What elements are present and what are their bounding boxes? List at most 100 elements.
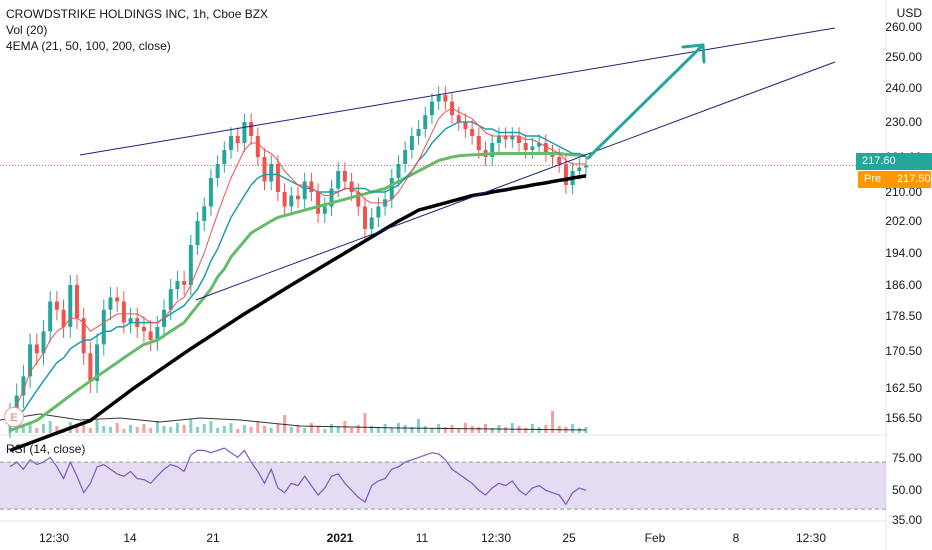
price-tick-label: 202.00 [885,214,922,228]
candle-body [54,301,59,310]
lower-trendline [195,61,836,301]
candle-body [543,143,548,154]
volume-bar [504,427,508,433]
candle-body [584,165,588,168]
candle-body [175,281,180,290]
candle-body [322,206,327,214]
candle-body [28,344,33,377]
time-tick-label: 2021 [327,531,354,545]
earnings-icon[interactable]: E [4,407,24,427]
volume-bar [457,429,461,433]
drawings[interactable] [0,27,886,301]
time-tick-label: Feb [645,531,666,545]
ema-legend[interactable]: 4EMA (21, 50, 100, 200, close) [6,39,171,53]
volume-bar [356,425,360,433]
volume-bar [470,426,474,433]
price-tick-label: 240.00 [885,81,922,95]
candle-body [222,150,227,164]
time-tick-label: 12:30 [39,531,69,545]
volume-bar [410,427,414,433]
volume-bar [551,411,555,433]
volume-bar [544,425,548,433]
candle-body [557,157,562,164]
ema200-line [9,174,587,453]
candle-body [289,195,294,207]
candle-body [490,143,495,157]
volume-bar [236,429,240,433]
price-tick-label: 156.50 [885,411,922,425]
volume-bar [169,427,173,433]
volume-bar [21,427,25,433]
candle-body [369,217,374,229]
volume-ma-line [0,413,587,431]
ema-lines [9,107,587,453]
candle-body [21,376,26,396]
candle-body [255,136,260,157]
candle-body [563,164,568,185]
candle-body [476,136,481,150]
candle-body [550,153,555,157]
candle-body [115,297,120,302]
time-tick-label: 14 [123,531,137,545]
price-axis[interactable]: 156.50 162.50 170.50 178.50 186.00 194.00 202.… [885,20,922,527]
volume-bar [376,427,380,433]
time-axis[interactable]: 12:30 14 21 2021 11 12:30 25 Feb 8 12:30 [39,531,826,545]
candle-body [470,129,475,136]
volume-bar [309,423,313,433]
candle-body [517,136,522,143]
candle-body [88,353,93,382]
candle-body [282,192,287,207]
candle-body [68,285,73,327]
volume-bar [189,419,193,433]
volume-bar [135,427,139,433]
candle-body [396,164,401,178]
candle-body [423,115,428,129]
time-tick-label: 12:30 [481,531,511,545]
volume-bar [329,424,333,433]
volume-bar [390,428,394,433]
volume-bar [41,424,45,433]
time-tick-label: 12:30 [796,531,826,545]
volume-bar [363,413,367,433]
volume-bar [276,424,280,433]
candle-body [202,206,207,221]
rsi-line [9,447,587,506]
rsi-legend[interactable]: RSI (14, close) [6,442,86,456]
candle-body [503,136,508,140]
rsi-tick-label: 50.00 [892,483,922,497]
volume-bar [296,425,300,433]
candle-body [309,181,314,192]
candle-body [342,171,347,182]
candle-body [362,206,367,229]
candle-body [188,245,193,285]
candle-body [61,309,66,327]
target-arrow-head [681,43,706,64]
volume-bar [383,424,387,433]
premarket-price-badge: 217.50 [891,171,931,188]
volume-bar [423,426,427,433]
candle-body [168,289,173,310]
volume-bar [249,427,253,433]
candle-body [41,331,46,354]
candle-body [429,101,434,116]
volume-bar [162,426,166,433]
volume-bar [229,423,233,433]
candle-body [208,178,213,207]
candle-body [463,122,468,129]
volume-bar [323,429,327,433]
ema21-line [9,107,586,416]
volume-bar [55,426,59,433]
volume-bar [28,423,32,433]
last-price-badge: 217.60 [856,153,932,170]
candle-body [182,281,187,285]
volume-bar [242,425,246,433]
candle-body [302,181,307,200]
volume-legend[interactable]: Vol (20) [6,23,48,37]
candle-body [155,326,160,341]
volume-bar [577,428,581,433]
candle-body [195,221,200,245]
symbol-title[interactable]: CROWDSTRIKE HOLDINGS INC, 1h, Cboe BZX [6,7,269,21]
candle-body [148,331,153,341]
